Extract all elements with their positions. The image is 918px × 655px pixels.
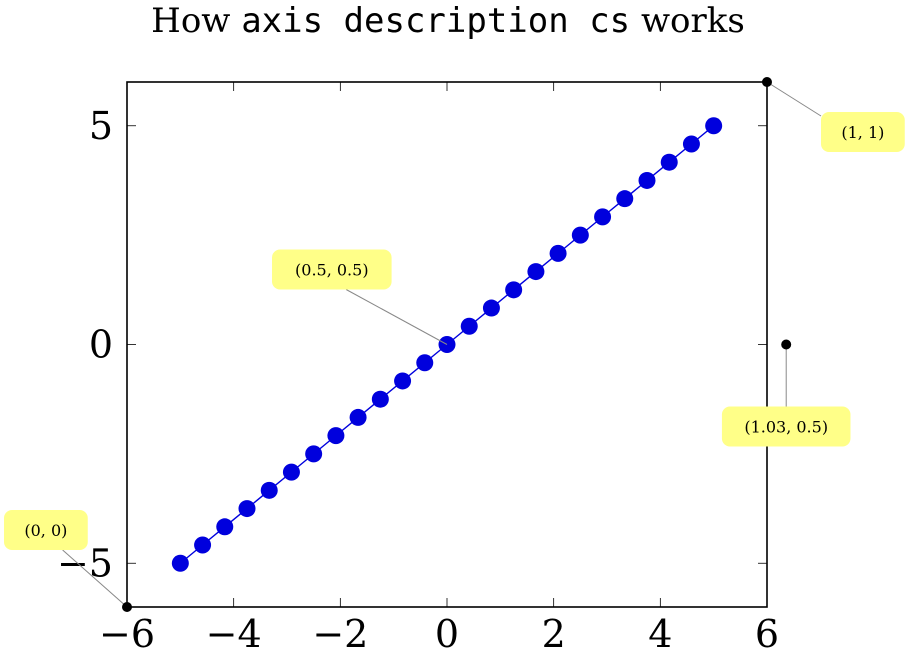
data-point-24 xyxy=(705,117,723,135)
x-tick-label-6: 6 xyxy=(755,612,779,655)
data-point-8 xyxy=(349,408,367,426)
x-tick-label-4: 2 xyxy=(542,612,566,655)
annotation-label-3: (1.03, 0.5) xyxy=(744,418,828,437)
data-point-18 xyxy=(571,226,589,244)
x-tick-label-3: 0 xyxy=(435,612,459,655)
data-point-21 xyxy=(638,171,656,189)
plot-frame xyxy=(126,81,768,608)
data-point-15 xyxy=(505,281,523,299)
annotation-label-1: (1, 1) xyxy=(841,123,884,142)
data-point-7 xyxy=(327,427,345,445)
title-part-1: axis description cs xyxy=(241,1,630,41)
annotation-anchor-dot-3 xyxy=(781,339,792,350)
data-point-22 xyxy=(660,153,678,171)
data-point-17 xyxy=(549,244,567,262)
annotation-label-2: (0.5, 0.5) xyxy=(295,261,369,280)
data-point-10 xyxy=(394,372,412,390)
data-point-11 xyxy=(416,354,434,372)
annotation-box-2 xyxy=(272,249,392,290)
annotation-anchor-dot-0 xyxy=(122,602,132,612)
data-point-23 xyxy=(682,135,700,153)
title-part-2: works xyxy=(630,1,745,41)
data-point-19 xyxy=(594,208,612,226)
data-point-13 xyxy=(460,317,478,335)
x-tick-label-1: −4 xyxy=(206,612,262,655)
data-point-4 xyxy=(260,481,278,499)
data-point-5 xyxy=(282,463,300,481)
title-part-0: How xyxy=(151,1,241,41)
x-tick-label-2: −2 xyxy=(312,612,368,655)
data-point-14 xyxy=(482,299,500,317)
y-tick-label-1: 0 xyxy=(89,323,113,367)
data-point-2 xyxy=(216,518,234,536)
annotation-label-0: (0, 0) xyxy=(24,521,67,540)
series-points-group xyxy=(171,117,723,572)
data-point-16 xyxy=(527,263,545,281)
annotation-box-3 xyxy=(721,406,851,447)
data-point-3 xyxy=(238,500,256,518)
x-tick-labels: −6 −4 −2 0 2 4 6 xyxy=(99,612,779,655)
annotation-connector-2 xyxy=(345,289,448,345)
data-point-20 xyxy=(616,190,634,208)
data-point-0 xyxy=(171,554,189,572)
annotations: (0, 0) (1, 1) (0.5, 0.5) (1.03, 0.5) xyxy=(4,77,905,612)
x-tick-label-0: −6 xyxy=(99,612,155,655)
annotation-connector-0 xyxy=(62,549,128,608)
data-point-6 xyxy=(305,445,323,463)
data-point-9 xyxy=(371,390,389,408)
annotation-anchor-dot-1 xyxy=(762,77,772,87)
chart-title: How axis description cs works xyxy=(151,1,745,41)
annotation-box-1 xyxy=(821,112,905,152)
annotation-connector-1 xyxy=(766,81,822,117)
x-tick-label-5: 4 xyxy=(648,612,672,655)
data-point-1 xyxy=(194,536,212,554)
annotation-box-0 xyxy=(4,510,88,550)
y-tick-label-2: 5 xyxy=(89,104,113,148)
